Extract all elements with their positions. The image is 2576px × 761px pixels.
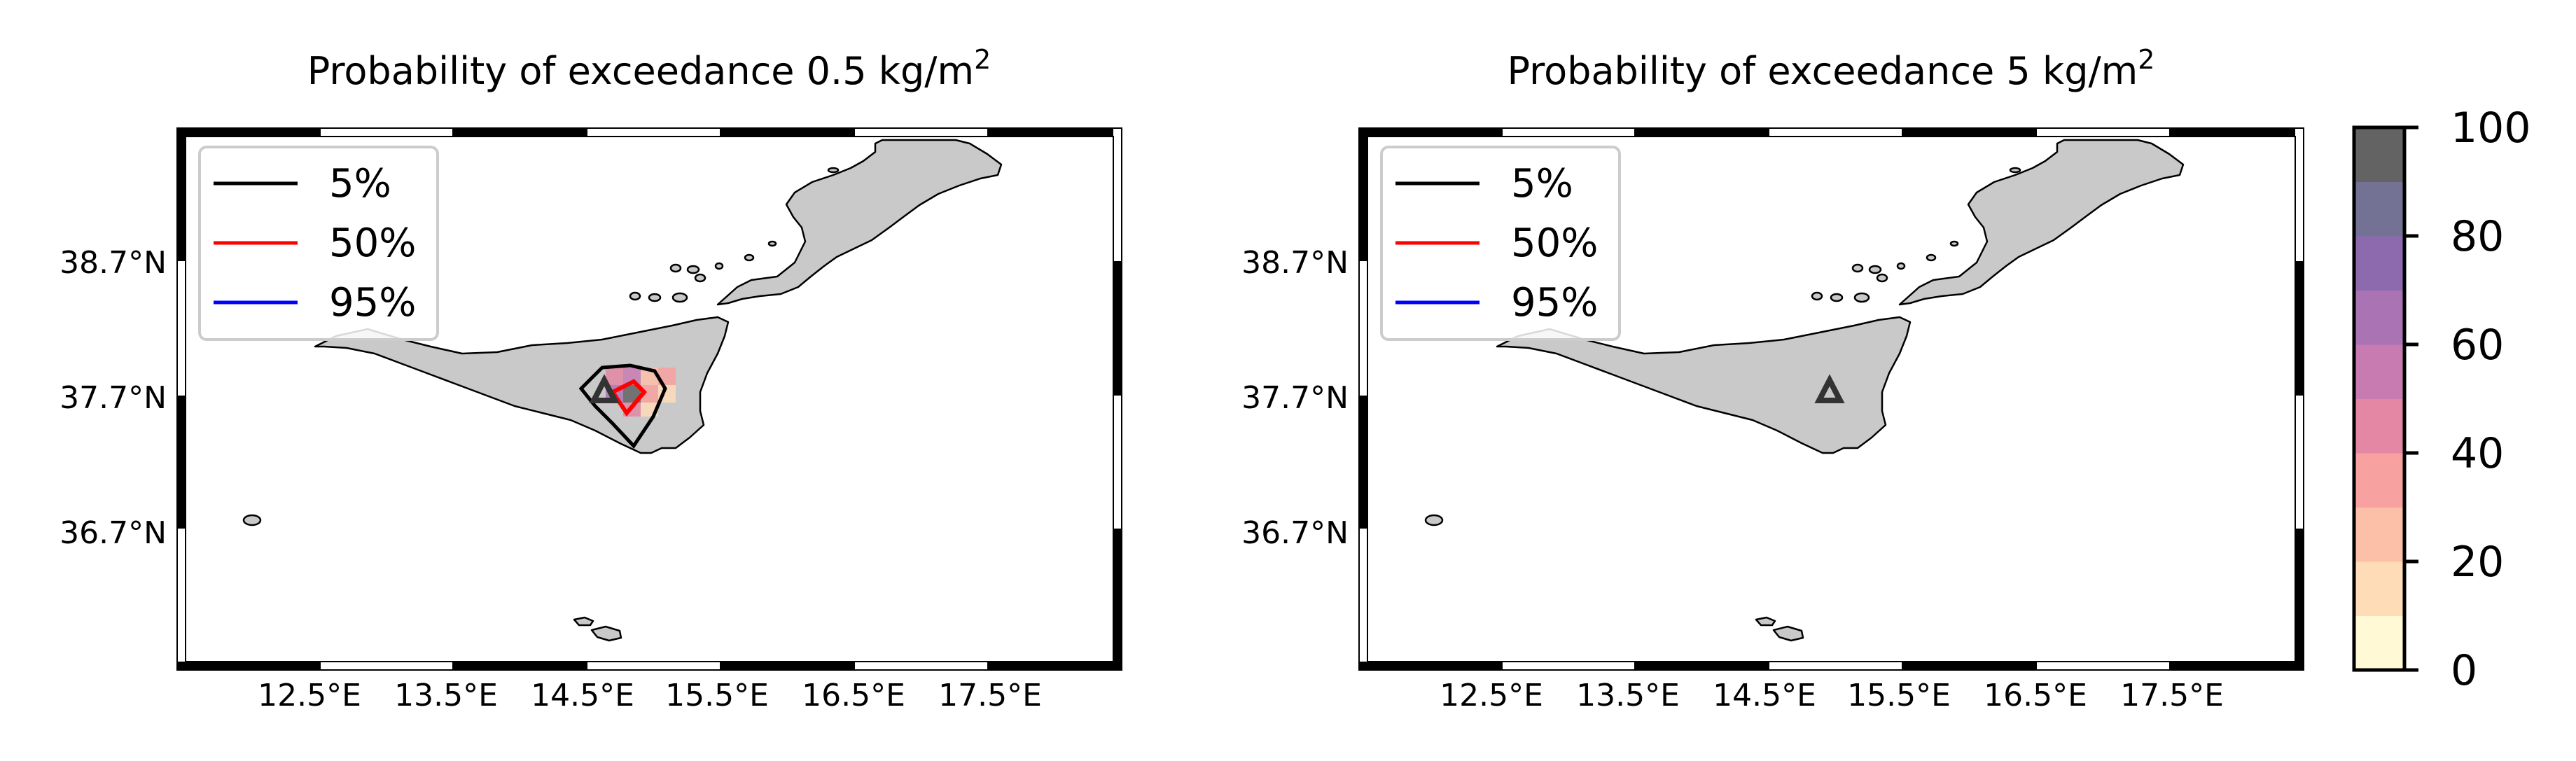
colorbar-band [2354,236,2404,291]
colorbar-band [2354,344,2404,399]
legend-label: 50% [329,221,416,266]
lon-tick: 13.5°E [1576,678,1680,713]
colorbar-band [2354,453,2404,508]
panel-title: Probability of exceedance 0.5 kg/m2 [307,44,991,93]
legend: 5% 50% 95% [198,146,439,341]
colorbar-band [2354,127,2404,182]
lat-tick: 37.7°N [60,380,167,416]
legend-label: 5% [1511,161,1573,207]
colorbar-tick-label: 20 [2451,538,2504,587]
lat-tick: 36.7°N [60,515,167,551]
contour-50pct [609,379,648,417]
colorbar: 0 20 40 60 80 100 [2352,104,2531,695]
colorbar-tick-label: 60 [2451,321,2504,370]
colorbar-band [2354,398,2404,454]
lat-tick: 38.7°N [60,245,167,281]
lon-tick: 16.5°E [1984,678,2087,713]
panel-left: Probability of exceedance 0.5 kg/m2 [60,44,1122,713]
lon-tick: 12.5°E [258,678,361,713]
colorbar-tick-label: 0 [2451,646,2477,695]
colorbar-tick-label: 80 [2451,212,2504,261]
colorbar-band [2354,507,2404,562]
lon-tick: 16.5°E [802,678,905,713]
legend: 5% 50% 95% [1380,146,1621,341]
volcano-vent-icon [589,374,620,403]
lat-tick: 38.7°N [1241,245,1349,281]
colorbar-band [2354,290,2404,345]
volcano-vent-icon [1814,374,1845,403]
contour-5pct [578,363,667,449]
legend-label: 95% [329,280,416,326]
colorbar-band [2354,561,2404,616]
panel-title: Probability of exceedance 5 kg/m2 [1508,44,2155,93]
lon-tick: 12.5°E [1440,678,1543,713]
legend-label: 95% [1511,280,1598,326]
colorbar-band [2354,615,2404,671]
lat-tick: 37.7°N [1241,380,1349,416]
lon-tick: 14.5°E [1713,678,1816,713]
lon-tick: 17.5°E [2120,678,2224,713]
colorbar-tick-label: 100 [2451,104,2531,153]
legend-label: 50% [1511,221,1598,266]
legend-label: 5% [329,161,391,207]
lon-tick: 15.5°E [1847,678,1951,713]
panel-right: Probability of exceedance 5 kg/m2 38.7°N… [1241,44,2304,713]
lon-tick: 14.5°E [531,678,634,713]
colorbar-bands [2354,127,2404,671]
lat-tick: 36.7°N [1241,515,1349,551]
colorbar-band [2354,181,2404,237]
lon-tick: 13.5°E [394,678,498,713]
colorbar-tick-label: 40 [2451,429,2504,478]
lon-tick: 15.5°E [665,678,769,713]
lon-tick: 17.5°E [938,678,1042,713]
